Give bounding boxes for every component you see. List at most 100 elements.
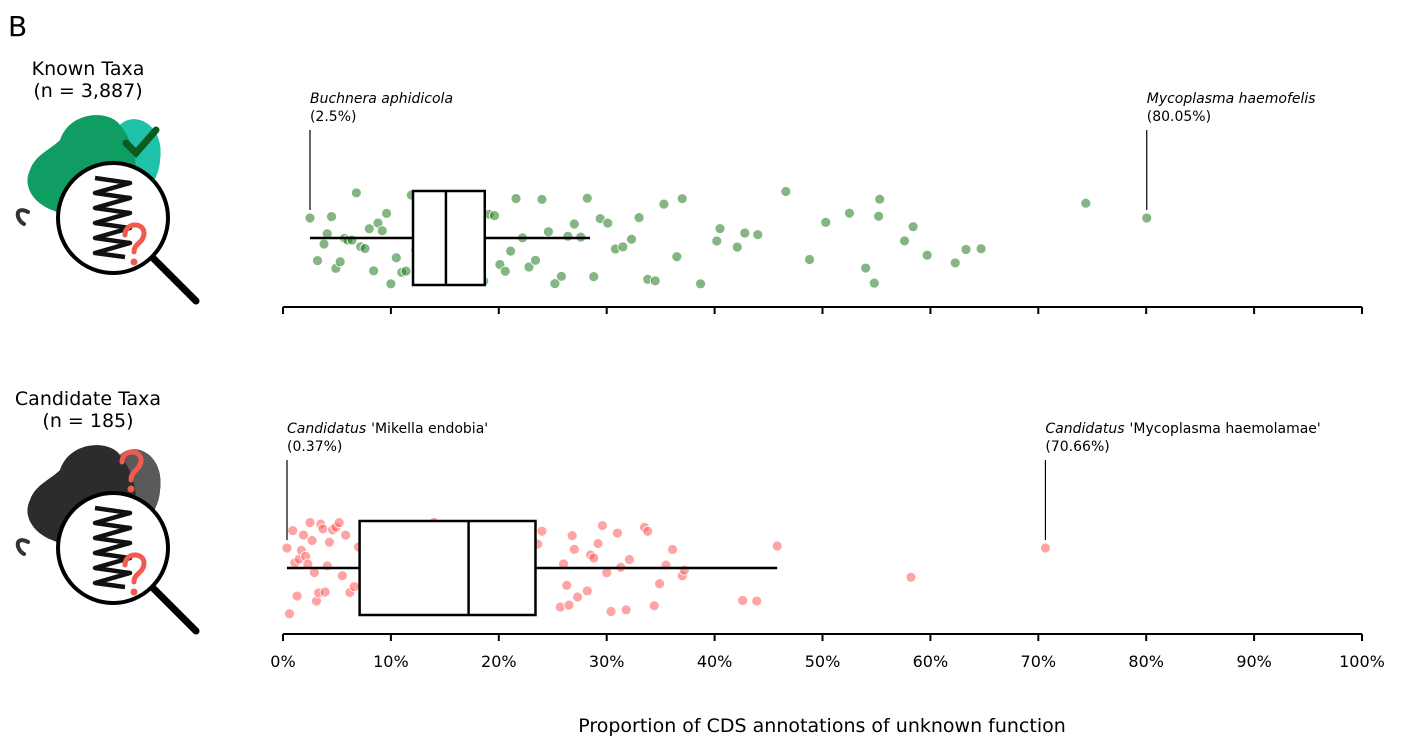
x-tick-label: 70% (1021, 652, 1057, 671)
annotation: Candidatus 'Mikella endobia' (287, 421, 488, 437)
x-tick-label: 80% (1128, 652, 1164, 671)
x-tick-label: 60% (913, 652, 949, 671)
data-point (573, 592, 583, 602)
box (413, 191, 485, 285)
data-point (753, 230, 763, 240)
data-point (677, 194, 687, 204)
data-point (805, 255, 815, 265)
x-tick-label: 10% (373, 652, 409, 671)
data-point (582, 586, 592, 596)
annotation: Mycoplasma haemofelis (1147, 91, 1316, 107)
group-count: (n = 185) (42, 410, 133, 432)
data-point (732, 242, 742, 252)
page: B Known Taxa (n = 3,887) Candidate Taxa … (0, 0, 1408, 740)
data-point (347, 235, 357, 245)
data-point (288, 526, 298, 536)
data-point (589, 553, 599, 563)
annotation-value: (2.5%) (310, 109, 357, 125)
data-point (299, 530, 309, 540)
data-point (401, 266, 411, 276)
data-point (320, 587, 330, 597)
data-point (603, 218, 613, 228)
x-tick-label: 100% (1339, 652, 1385, 671)
data-point (305, 213, 315, 223)
data-point (313, 256, 323, 266)
data-point (324, 537, 334, 547)
candidate-taxa-icon (18, 445, 196, 631)
x-tick-label: 0% (270, 652, 295, 671)
data-point (282, 543, 292, 553)
data-point (875, 194, 885, 204)
data-point (618, 242, 628, 252)
data-point (950, 258, 960, 268)
data-point (322, 561, 332, 571)
data-point (319, 239, 329, 249)
data-point (738, 595, 748, 605)
x-tick-label: 20% (481, 652, 517, 671)
known-taxa-icon (18, 115, 196, 301)
data-point (364, 224, 374, 234)
data-point (341, 530, 351, 540)
annotation-text: 'Mikella endobia' (371, 421, 488, 437)
data-point (1040, 543, 1050, 553)
annotation-italic: Candidatus (287, 421, 366, 437)
data-point (976, 244, 986, 254)
data-point (335, 257, 345, 267)
data-point (391, 253, 401, 263)
data-point (337, 571, 347, 581)
data-point (874, 211, 884, 221)
data-point (511, 194, 521, 204)
data-point (821, 217, 831, 227)
data-point (752, 596, 762, 606)
data-point (668, 544, 678, 554)
data-point (869, 278, 879, 288)
x-tick-label: 50% (805, 652, 841, 671)
data-point (679, 565, 689, 575)
data-point (530, 255, 540, 265)
data-point (349, 582, 359, 592)
data-point (564, 600, 574, 610)
data-point (562, 580, 572, 590)
data-point (351, 188, 361, 198)
data-point (712, 236, 722, 246)
annotation-value: (80.05%) (1147, 109, 1211, 125)
data-point (655, 579, 665, 589)
data-point (334, 518, 344, 528)
data-point (582, 193, 592, 203)
group-name: Candidate Taxa (15, 388, 161, 410)
data-point (386, 279, 396, 289)
annotation-text: 'Mycoplasma haemolamae' (1130, 421, 1321, 437)
data-point (382, 208, 392, 218)
data-point (900, 236, 910, 246)
data-point (569, 544, 579, 554)
data-point (284, 609, 294, 619)
data-point (307, 536, 317, 546)
data-point (659, 199, 669, 209)
data-point (624, 554, 634, 564)
data-point (489, 211, 499, 221)
data-point (650, 276, 660, 286)
data-point (360, 243, 370, 253)
annotation-italic: Mycoplasma haemofelis (1147, 91, 1316, 107)
data-point (649, 601, 659, 611)
data-point (772, 541, 782, 551)
data-point (500, 266, 510, 276)
data-point (597, 521, 607, 531)
data-point (567, 531, 577, 541)
data-point (696, 279, 706, 289)
data-point (861, 263, 871, 273)
x-tick-label: 30% (589, 652, 625, 671)
group-count: (n = 3,887) (33, 80, 142, 102)
data-point (1081, 198, 1091, 208)
panel-label: B (8, 10, 27, 43)
data-point (292, 591, 302, 601)
annotation-italic: Candidatus (1045, 421, 1124, 437)
data-point (781, 186, 791, 196)
data-point (318, 524, 328, 534)
annotation: Candidatus 'Mycoplasma haemolamae' (1045, 421, 1320, 437)
data-point (1142, 213, 1152, 223)
data-point (543, 227, 553, 237)
data-point (961, 244, 971, 254)
data-point (612, 528, 622, 538)
chart: B Known Taxa (n = 3,887) Candidate Taxa … (0, 0, 1408, 740)
